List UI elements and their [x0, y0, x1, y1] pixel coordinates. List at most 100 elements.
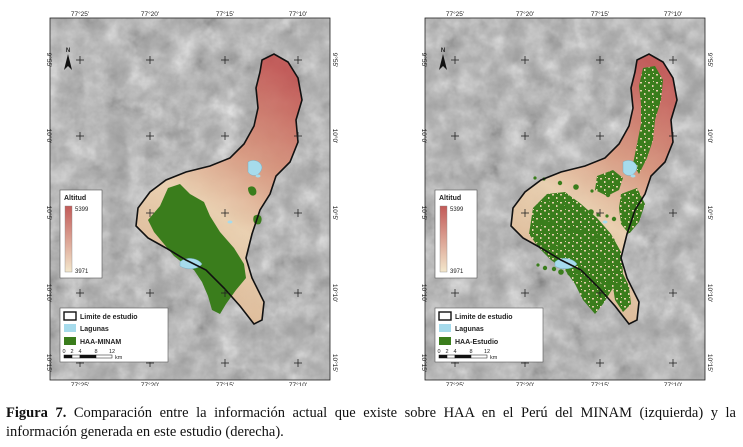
left-tick-label: 10°10' — [420, 284, 428, 302]
scale-label: 12 — [484, 349, 490, 355]
haa-patch — [536, 263, 540, 267]
map-frame — [49, 17, 331, 381]
haa-swatch — [64, 337, 76, 345]
map-right-haa-estudio: N Altitud 5399 3971 Limite de estudio Lagunas… — [415, 8, 715, 386]
lagunas-swatch — [64, 324, 76, 332]
left-tick-label: 10°5' — [45, 206, 53, 221]
haa-patch — [558, 269, 564, 275]
haa-patch — [567, 270, 573, 276]
haa-patch — [606, 281, 612, 287]
haa-patch — [536, 241, 542, 247]
haa-patch — [584, 253, 590, 259]
haa-estudio-area — [633, 66, 663, 174]
altitude-title: Altitud — [439, 195, 461, 202]
haa-patch — [552, 245, 558, 251]
haa-patch — [563, 226, 567, 230]
haa-patch — [546, 221, 552, 227]
right-tick-label: 10°0' — [706, 129, 714, 144]
haa-patch — [573, 184, 579, 190]
top-tick-label: 77°10' — [289, 10, 307, 18]
legend-haa: HAA-MINAM — [80, 339, 121, 346]
haa-estudio-area — [529, 192, 623, 314]
left-tick-label: 10°0' — [45, 129, 53, 144]
legend-lagunas: Lagunas — [455, 326, 484, 333]
haa-estudio-area — [611, 270, 631, 312]
north-arrow: N — [64, 48, 72, 70]
layer-legend: Limite de estudio Lagunas HAA-Estudio — [434, 307, 544, 363]
haa-patch — [588, 209, 594, 215]
top-tick-label: 77°10' — [664, 10, 682, 18]
left-tick-label: 10°0' — [420, 129, 428, 144]
bottom-tick-label: 77°25' — [71, 381, 89, 386]
north-arrow: N — [439, 48, 447, 70]
right-tick-label: 10°5' — [706, 206, 714, 221]
north-label: N — [441, 48, 445, 54]
scale-label: 0 — [437, 349, 440, 355]
legend-boundary: Limite de estudio — [80, 314, 138, 321]
haa-patch — [621, 196, 627, 202]
altitude-colorbar — [64, 205, 73, 273]
top-tick-label: 77°20' — [141, 10, 159, 18]
haa-patch — [551, 266, 557, 272]
laguna — [179, 258, 203, 269]
legend-haa: HAA-Estudio — [455, 339, 498, 346]
right-tick-label: 10°15' — [331, 354, 339, 372]
caption-text: Comparación entre la información actual … — [6, 405, 736, 440]
haa-patch — [554, 225, 558, 229]
left-tick-label: 9°55' — [45, 53, 53, 68]
scale-unit: km — [490, 355, 498, 361]
haa-patch — [590, 189, 594, 193]
right-tick-label: 10°10' — [706, 284, 714, 302]
right-tick-label: 10°15' — [706, 354, 714, 372]
haa-patch — [563, 204, 569, 210]
haa-minam-area — [148, 184, 246, 314]
haa-patch — [542, 265, 548, 271]
caption-label: Figura 7. — [6, 405, 67, 421]
right-tick-label: 10°0' — [331, 129, 339, 144]
haa-patch — [187, 196, 195, 205]
scale-label: 4 — [78, 349, 81, 355]
altitude-max: 5399 — [75, 207, 89, 213]
haa-patch — [615, 282, 621, 288]
haa-patch — [596, 213, 600, 217]
altitude-legend: Altitud 5399 3971 — [59, 189, 103, 279]
haa-patch — [569, 228, 575, 234]
haa-patch — [594, 233, 600, 239]
scale-label: 4 — [453, 349, 456, 355]
laguna — [554, 258, 578, 269]
top-tick-label: 77°25' — [446, 10, 464, 18]
top-tick-label: 77°15' — [216, 10, 234, 18]
right-tick-label: 10°5' — [331, 206, 339, 221]
left-tick-label: 10°5' — [420, 206, 428, 221]
scale-label: 2 — [445, 349, 448, 355]
haa-patch — [537, 220, 543, 226]
haa-patch — [575, 274, 579, 278]
scale-label: 8 — [469, 349, 472, 355]
haa-patch — [557, 180, 563, 186]
haa-patch — [548, 201, 552, 205]
altitude-min: 3971 — [450, 269, 464, 275]
left-tick-label: 9°55' — [420, 53, 428, 68]
laguna — [630, 174, 636, 178]
bottom-tick-label: 77°20' — [141, 381, 159, 386]
scale-label: 0 — [62, 349, 65, 355]
map-svg: N Altitud 5399 3971 Limite de estudio Lagunas… — [45, 10, 339, 386]
boundary-swatch — [63, 311, 77, 321]
scale-label: 2 — [70, 349, 73, 355]
left-tick-label: 10°15' — [45, 354, 53, 372]
laguna — [622, 160, 638, 176]
legend-lagunas: Lagunas — [80, 326, 109, 333]
haa-patch — [579, 208, 585, 214]
right-tick-label: 9°55' — [706, 53, 714, 68]
bottom-tick-label: 77°10' — [664, 381, 682, 386]
altitude-legend: Altitud 5399 3971 — [434, 189, 478, 279]
haa-estudio-area — [595, 170, 623, 196]
laguna — [247, 160, 263, 176]
haa-patch — [605, 214, 609, 218]
altitude-colorbar — [439, 205, 448, 273]
haa-patch — [611, 238, 615, 242]
top-tick-label: 77°15' — [591, 10, 609, 18]
haa-patch — [605, 192, 611, 198]
top-tick-label: 77°20' — [516, 10, 534, 18]
